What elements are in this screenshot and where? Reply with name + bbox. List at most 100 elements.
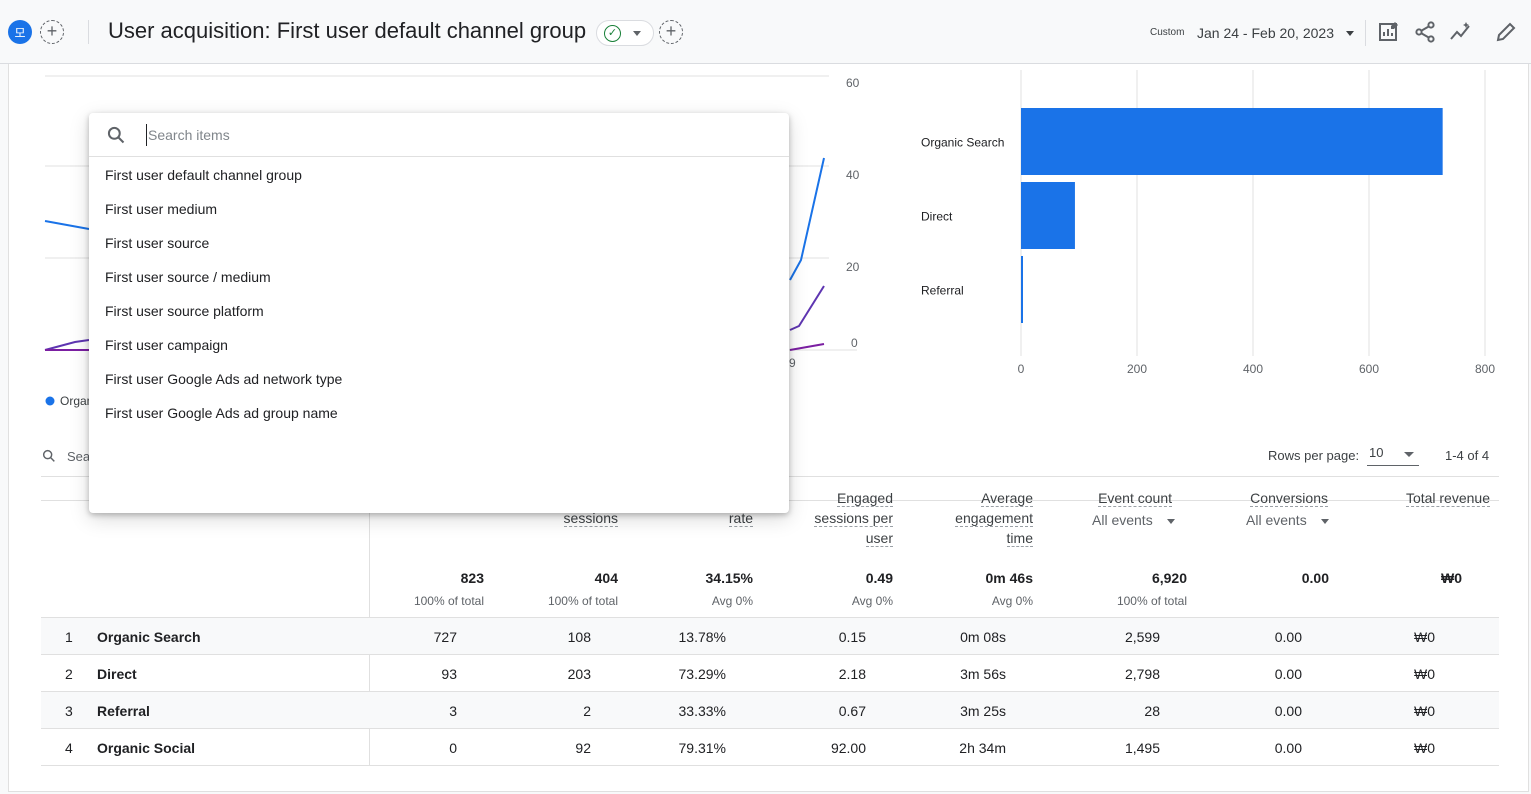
event-count-filter[interactable]: All events	[1092, 512, 1153, 528]
dropdown-search-bar	[89, 113, 789, 157]
pagination-status: 1-4 of 4	[1445, 448, 1490, 463]
cell-users: 727	[433, 629, 457, 645]
rows-per-page-select[interactable]: 10	[1367, 444, 1419, 466]
row-channel-name[interactable]: Direct	[97, 666, 137, 682]
y-tick-label: 40	[846, 168, 860, 182]
dropdown-item[interactable]: First user medium	[105, 201, 218, 217]
bar-category-label: Referral	[921, 284, 964, 298]
series-line-violet-right	[789, 343, 825, 351]
row-channel-name[interactable]: Organic Social	[97, 740, 196, 756]
cell-rev: ₩0	[1414, 666, 1435, 682]
total-aet-sub: Avg 0%	[991, 594, 1033, 608]
header-divider-2	[1365, 20, 1366, 46]
page-title: User acquisition: First user default cha…	[108, 18, 587, 43]
dropdown-item[interactable]: First user source / medium	[105, 269, 271, 285]
x-tick-label: 200	[1127, 362, 1147, 376]
row-index: 2	[65, 666, 73, 682]
y-tick-label: 20	[846, 260, 860, 274]
bar-category-label: Direct	[921, 210, 953, 224]
cell-users: 0	[449, 740, 457, 756]
chevron-down-icon	[633, 31, 641, 36]
cell-events: 2,798	[1124, 666, 1160, 682]
col-header-rate[interactable]: rate	[728, 510, 753, 527]
customize-report-icon[interactable]	[1377, 20, 1401, 44]
total-conversions: 0.00	[1301, 570, 1329, 586]
table-bottom-border	[41, 765, 1499, 766]
dropdown-list: First user default channel group First us…	[89, 158, 789, 430]
legend-label: Organ	[60, 394, 93, 408]
series-line-blue-left	[44, 220, 90, 230]
legend-dot	[45, 396, 55, 406]
cell-aet: 3m 56s	[960, 666, 1006, 682]
bar-category-label: Organic Search	[921, 136, 1004, 150]
property-avatar[interactable]: 모	[8, 20, 32, 44]
col-header-conversions[interactable]: Conversions	[1250, 490, 1328, 507]
dropdown-item[interactable]: First user campaign	[105, 337, 228, 353]
row-index: 4	[65, 740, 73, 756]
cell-esp: 0.67	[838, 703, 866, 719]
dropdown-item[interactable]: First user Google Ads ad network type	[105, 371, 343, 387]
col-header-sessions[interactable]: sessions	[563, 510, 618, 527]
row-index: 3	[65, 703, 73, 719]
dropdown-item[interactable]: First user Google Ads ad group name	[105, 405, 338, 421]
total-esp-sub: Avg 0%	[851, 594, 893, 608]
bar	[1021, 256, 1023, 323]
edit-icon[interactable]	[1494, 20, 1518, 44]
total-revenue: ₩0	[1441, 570, 1462, 586]
table-search-input[interactable]: Sear	[67, 449, 95, 464]
cell-aet: 0m 08s	[960, 629, 1006, 645]
cell-rev: ₩0	[1414, 703, 1435, 719]
chevron-down-icon[interactable]	[1321, 519, 1329, 524]
col-header-event-count[interactable]: Event count	[1098, 490, 1172, 507]
cell-rate: 33.33%	[678, 703, 726, 719]
chevron-down-icon[interactable]	[1167, 519, 1175, 524]
total-aet: 0m 46s	[985, 570, 1033, 586]
chevron-down-icon[interactable]	[1404, 452, 1414, 457]
search-icon	[107, 126, 125, 144]
x-tick-label: 400	[1243, 362, 1263, 376]
date-chevron-down-icon[interactable]	[1346, 31, 1354, 36]
bar	[1021, 182, 1075, 249]
y-tick-label: 0	[851, 336, 858, 350]
share-icon[interactable]	[1413, 20, 1437, 44]
report-status-dropdown[interactable]: ✓	[596, 20, 654, 46]
add-filter-icon[interactable]: +	[659, 20, 683, 44]
series-line-purple-right	[789, 285, 825, 331]
table-row[interactable]: 1 Organic Search 727 108 13.78% 0.15 0m 08s 2,5…	[41, 617, 1499, 654]
cell-events: 28	[1144, 703, 1160, 719]
cell-esp: 2.18	[838, 666, 866, 682]
table-row[interactable]: 4 Organic Social 0 92 79.31% 92.00 2h 34m 1,495…	[41, 728, 1499, 765]
insights-icon[interactable]	[1449, 20, 1473, 44]
total-sessions-sub: 100% of total	[547, 594, 618, 608]
search-items-input[interactable]	[146, 124, 746, 146]
total-esp: 0.49	[865, 570, 893, 586]
row-channel-name[interactable]: Referral	[97, 703, 150, 719]
row-channel-name[interactable]: Organic Search	[97, 629, 201, 645]
total-events: 6,920	[1151, 570, 1187, 586]
cell-rev: ₩0	[1414, 629, 1435, 645]
bar	[1021, 108, 1443, 175]
dropdown-item[interactable]: First user source	[105, 235, 210, 251]
col-header-total-revenue[interactable]: Total revenue	[1405, 490, 1490, 507]
col-header-engaged-sessions-per-user[interactable]: Engaged sessions per user	[814, 490, 893, 547]
total-events-sub: 100% of total	[1116, 594, 1187, 608]
table-row[interactable]: 2 Direct 93 203 73.29% 2.18 3m 56s 2,798 0.00 ₩0	[41, 654, 1499, 691]
series-line-purple-left	[44, 339, 90, 351]
cell-conv: 0.00	[1274, 666, 1302, 682]
date-range-picker[interactable]: Jan 24 - Feb 20, 2023	[1197, 25, 1334, 41]
conversions-filter[interactable]: All events	[1246, 512, 1307, 528]
total-rate: 34.15%	[705, 570, 753, 586]
cell-rate: 79.31%	[678, 740, 726, 756]
add-comparison-icon[interactable]: +	[40, 20, 64, 44]
row-index: 1	[65, 629, 73, 645]
dropdown-item[interactable]: First user source platform	[105, 303, 264, 319]
cell-aet: 2h 34m	[959, 740, 1006, 756]
rows-per-page-label: Rows per page:	[1268, 448, 1360, 463]
col-header-avg-engagement-time[interactable]: Average engagement time	[955, 490, 1033, 547]
total-users-sub: 100% of total	[413, 594, 484, 608]
report-header: 모 + User acquisition: First user default…	[0, 0, 1531, 64]
x-tick-label: 9	[789, 356, 796, 370]
cell-esp: 0.15	[838, 629, 866, 645]
dropdown-item[interactable]: First user default channel group	[105, 167, 302, 183]
table-row[interactable]: 3 Referral 3 2 33.33% 0.67 3m 25s 28 0.00 ₩0	[41, 691, 1499, 728]
